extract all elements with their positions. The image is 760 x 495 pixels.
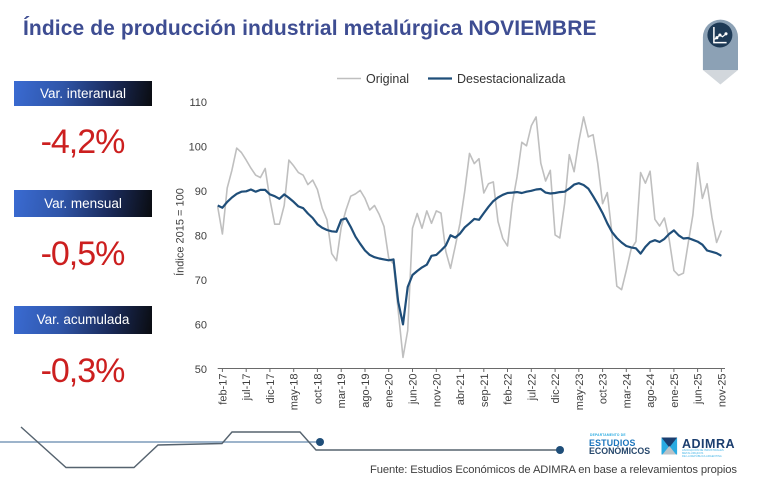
- svg-text:100: 100: [189, 141, 207, 153]
- svg-text:jun-20: jun-20: [408, 374, 420, 406]
- svg-text:jul-17: jul-17: [241, 374, 253, 402]
- svg-text:50: 50: [195, 364, 207, 376]
- svg-text:oct-18: oct-18: [312, 374, 324, 405]
- svg-text:60: 60: [195, 320, 207, 332]
- svg-text:ene-20: ene-20: [384, 374, 396, 408]
- svg-text:may-18: may-18: [289, 374, 301, 411]
- svg-text:feb-22: feb-22: [503, 374, 515, 405]
- svg-text:Desestacionalizada: Desestacionalizada: [457, 72, 565, 86]
- svg-text:jul-22: jul-22: [526, 374, 538, 402]
- svg-text:dic-17: dic-17: [265, 374, 277, 404]
- svg-text:sep-21: sep-21: [479, 374, 491, 408]
- svg-text:ago-19: ago-19: [360, 374, 372, 408]
- svg-text:80: 80: [195, 230, 207, 242]
- svg-text:Índice 2015 = 100: Índice 2015 = 100: [174, 188, 187, 276]
- svg-text:90: 90: [195, 186, 207, 198]
- svg-text:mar-24: mar-24: [621, 374, 633, 409]
- svg-text:abr-21: abr-21: [455, 374, 467, 406]
- svg-text:Original: Original: [366, 72, 409, 86]
- svg-text:mar-19: mar-19: [336, 374, 348, 409]
- svg-text:110: 110: [189, 97, 207, 109]
- svg-text:nov-25: nov-25: [716, 374, 728, 408]
- svg-text:feb-17: feb-17: [217, 374, 229, 405]
- svg-text:may-23: may-23: [574, 374, 586, 411]
- svg-text:jun-25: jun-25: [693, 374, 705, 406]
- svg-text:oct-23: oct-23: [598, 374, 610, 405]
- svg-text:dic-22: dic-22: [550, 374, 562, 404]
- svg-text:ene-25: ene-25: [669, 374, 681, 408]
- svg-text:ago-24: ago-24: [645, 374, 657, 408]
- svg-text:70: 70: [195, 275, 207, 287]
- svg-text:nov-20: nov-20: [431, 374, 443, 408]
